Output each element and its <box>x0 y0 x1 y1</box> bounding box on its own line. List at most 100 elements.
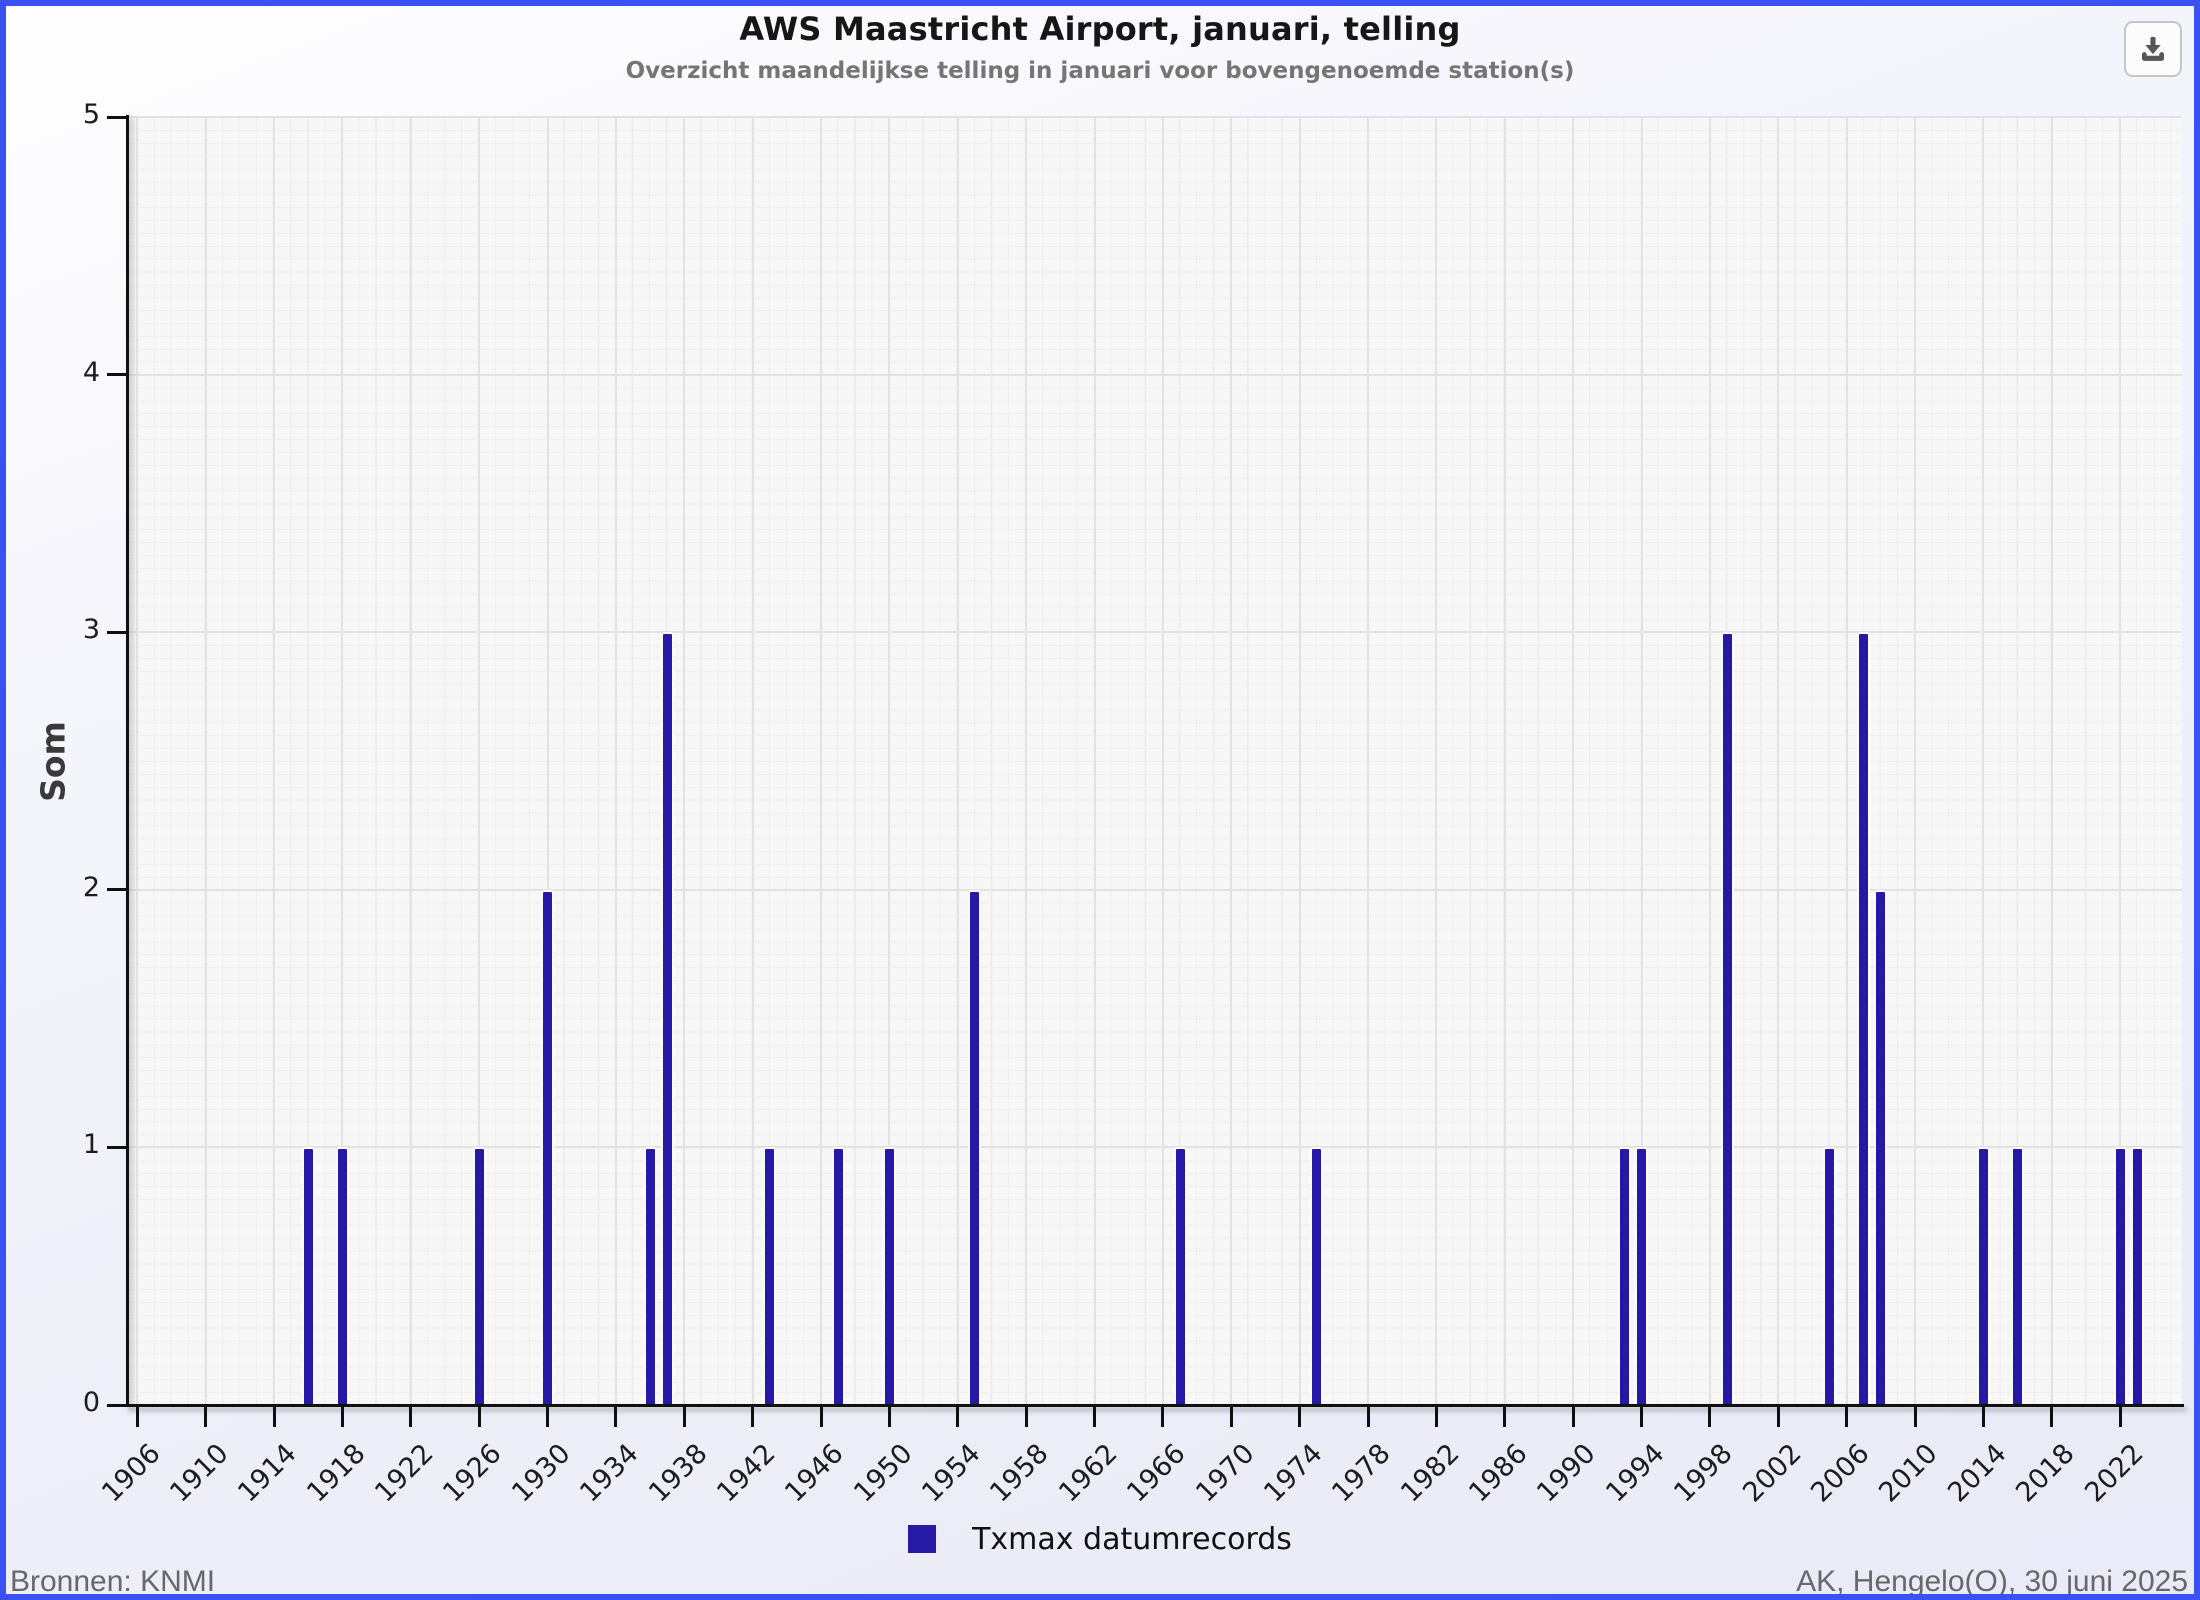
x-tick-1906 <box>135 1407 139 1427</box>
x-tick-label-1958: 1958 <box>984 1438 1056 1509</box>
x-tick-2018 <box>2050 1407 2054 1427</box>
bar-2005 <box>1823 1147 1837 1405</box>
gridline-year-2002 <box>1777 117 1780 1405</box>
y-tick-3 <box>107 630 127 634</box>
y-tick-label-5: 5 <box>82 99 100 130</box>
x-tick-1990 <box>1571 1407 1575 1427</box>
x-tick-label-1978: 1978 <box>1326 1438 1397 1509</box>
x-tick-1958 <box>1024 1407 1028 1427</box>
gridline-year-1974 <box>1298 117 1301 1405</box>
y-axis-title: Som <box>33 721 73 802</box>
plot-area <box>128 116 2182 1405</box>
x-tick-1950 <box>887 1407 891 1427</box>
x-tick-1966 <box>1161 1407 1165 1427</box>
x-tick-1954 <box>956 1407 960 1427</box>
page-title: AWS Maastricht Airport, januari, telling <box>739 10 1461 48</box>
x-tick-label-1950: 1950 <box>847 1438 919 1509</box>
x-tick-label-1930: 1930 <box>505 1438 577 1509</box>
y-tick-label-4: 4 <box>82 356 100 388</box>
y-axis-spine <box>126 115 129 1407</box>
gridline-year-1966 <box>1161 117 1164 1405</box>
x-tick-label-1918: 1918 <box>300 1438 372 1509</box>
x-tick-label-1910: 1910 <box>164 1438 235 1509</box>
x-tick-1982 <box>1434 1407 1438 1427</box>
y-tick-label-1: 1 <box>82 1129 100 1161</box>
gridline-som-5 <box>128 116 2182 118</box>
gridline-year-1930 <box>546 117 549 1405</box>
bar-1975 <box>1310 1147 1324 1405</box>
bar-1955 <box>968 889 982 1405</box>
bar-2016 <box>2011 1147 2025 1405</box>
bar-1994 <box>1635 1147 1649 1405</box>
gridline-year-1998 <box>1708 117 1711 1405</box>
x-tick-label-1966: 1966 <box>1121 1438 1192 1509</box>
x-tick-label-1962: 1962 <box>1052 1438 1124 1509</box>
gridline-year-2010 <box>1914 117 1917 1405</box>
x-tick-1926 <box>477 1407 481 1427</box>
x-tick-label-2002: 2002 <box>1736 1438 1808 1509</box>
bar-1916 <box>301 1147 315 1405</box>
y-tick-label-2: 2 <box>82 871 100 903</box>
gridline-year-1950 <box>888 117 891 1405</box>
y-tick-2 <box>107 888 127 892</box>
x-tick-label-1974: 1974 <box>1258 1438 1329 1509</box>
x-tick-1986 <box>1503 1407 1507 1427</box>
y-tick-label-0: 0 <box>82 1387 100 1418</box>
x-tick-label-1942: 1942 <box>711 1438 782 1509</box>
page-subtitle: Overzicht maandelijkse telling in januar… <box>625 58 1575 84</box>
download-button[interactable] <box>2124 21 2182 77</box>
x-tick-label-1914: 1914 <box>232 1438 303 1509</box>
download-icon <box>2141 36 2165 61</box>
gridline-year-2014 <box>1982 117 1985 1405</box>
gridline-year-1914 <box>273 117 276 1405</box>
y-tick-1 <box>107 1145 127 1149</box>
x-tick-1978 <box>1366 1407 1370 1427</box>
x-tick-1934 <box>614 1407 618 1427</box>
x-axis-spine <box>126 1404 2184 1407</box>
bar-2007 <box>1857 632 1871 1405</box>
y-tick-4 <box>107 373 127 377</box>
y-tick-label-3: 3 <box>82 614 100 646</box>
x-tick-label-2022: 2022 <box>2078 1438 2150 1509</box>
gridline-year-1934 <box>614 117 617 1405</box>
bar-1918 <box>335 1147 349 1405</box>
x-tick-2010 <box>1913 1407 1917 1427</box>
gridline-year-1994 <box>1640 117 1643 1405</box>
gridline-year-1958 <box>1025 117 1028 1405</box>
x-tick-label-1986: 1986 <box>1463 1438 1534 1509</box>
bar-1943 <box>763 1147 777 1405</box>
x-tick-1942 <box>751 1407 755 1427</box>
gridline-year-1962 <box>1093 117 1096 1405</box>
gridline-som-1 <box>128 1146 2182 1149</box>
x-tick-1922 <box>409 1407 413 1427</box>
x-tick-label-1982: 1982 <box>1394 1438 1466 1509</box>
x-tick-1910 <box>204 1407 208 1427</box>
gridline-year-1982 <box>1435 117 1438 1405</box>
bar-1937 <box>660 632 674 1405</box>
gridline-som-4 <box>128 373 2182 376</box>
gridline-year-1926 <box>478 117 481 1405</box>
bar-1947 <box>831 1147 845 1405</box>
bar-1967 <box>1173 1147 1187 1405</box>
x-tick-1994 <box>1640 1407 1644 1427</box>
bar-1999 <box>1720 632 1734 1405</box>
x-tick-1970 <box>1229 1407 1233 1427</box>
gridline-year-1978 <box>1367 117 1370 1405</box>
gridline-year-1910 <box>204 117 207 1405</box>
x-tick-label-1926: 1926 <box>437 1438 509 1509</box>
x-tick-label-1994: 1994 <box>1599 1438 1671 1509</box>
x-tick-2014 <box>1981 1407 1985 1427</box>
gridline-year-1922 <box>409 117 412 1405</box>
x-tick-label-2010: 2010 <box>1873 1438 1944 1509</box>
gridline-som-2 <box>128 888 2182 891</box>
gridline-year-2022 <box>2119 117 2122 1405</box>
y-tick-0 <box>107 1403 127 1407</box>
gridline-year-1942 <box>751 117 754 1405</box>
gridline-year-1954 <box>956 117 959 1405</box>
bar-2014 <box>1976 1147 1990 1405</box>
x-tick-2022 <box>2118 1407 2122 1427</box>
x-tick-label-2006: 2006 <box>1805 1438 1876 1509</box>
x-tick-2002 <box>1776 1407 1780 1427</box>
bar-2008 <box>1874 889 1888 1405</box>
